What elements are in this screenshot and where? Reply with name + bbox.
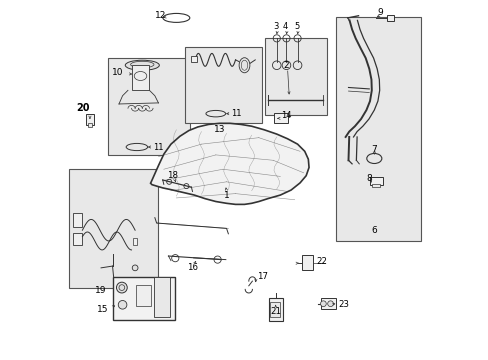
Text: 10: 10 <box>112 68 123 77</box>
Text: 19: 19 <box>95 286 106 295</box>
FancyBboxPatch shape <box>386 15 394 21</box>
Text: 23: 23 <box>338 300 349 309</box>
FancyBboxPatch shape <box>371 184 379 187</box>
Text: 12: 12 <box>154 10 165 19</box>
Text: 8: 8 <box>366 174 371 183</box>
FancyBboxPatch shape <box>369 177 382 185</box>
Bar <box>73 233 82 245</box>
Bar <box>136 285 150 306</box>
Bar <box>190 56 197 62</box>
Circle shape <box>327 301 333 307</box>
Bar <box>107 58 190 155</box>
Ellipse shape <box>239 58 249 73</box>
Text: 5: 5 <box>294 22 299 31</box>
Text: 4: 4 <box>283 22 288 31</box>
Circle shape <box>118 301 126 309</box>
Bar <box>185 47 262 123</box>
Circle shape <box>320 301 325 307</box>
FancyBboxPatch shape <box>85 114 94 125</box>
Bar <box>268 298 282 320</box>
Text: 20: 20 <box>77 103 90 113</box>
Text: 11: 11 <box>230 109 241 118</box>
Bar <box>335 17 421 241</box>
Text: 13: 13 <box>213 125 224 134</box>
Text: 17: 17 <box>257 272 268 281</box>
Text: 16: 16 <box>186 263 198 272</box>
Ellipse shape <box>125 60 159 70</box>
Bar <box>131 65 149 90</box>
Text: 15: 15 <box>97 305 108 314</box>
Text: 1: 1 <box>223 190 229 199</box>
Text: 11: 11 <box>153 143 163 152</box>
Text: 18: 18 <box>167 171 178 180</box>
FancyBboxPatch shape <box>88 123 92 127</box>
Circle shape <box>116 282 127 293</box>
Text: 9: 9 <box>376 8 382 17</box>
Bar <box>69 169 158 288</box>
Text: 7: 7 <box>371 145 376 154</box>
Bar <box>132 238 137 244</box>
Text: 2: 2 <box>283 61 288 70</box>
Bar <box>320 298 335 309</box>
Bar <box>273 113 287 123</box>
Bar <box>112 277 175 320</box>
Bar <box>301 255 313 270</box>
Polygon shape <box>150 123 308 204</box>
Text: 22: 22 <box>315 257 326 266</box>
Text: 6: 6 <box>371 226 376 235</box>
Text: 3: 3 <box>273 22 278 31</box>
Circle shape <box>132 265 138 271</box>
Bar <box>154 277 170 317</box>
Text: 14: 14 <box>280 111 291 120</box>
Bar <box>270 302 280 317</box>
Bar <box>265 39 326 116</box>
Text: 21: 21 <box>270 307 281 316</box>
Bar <box>73 213 82 227</box>
